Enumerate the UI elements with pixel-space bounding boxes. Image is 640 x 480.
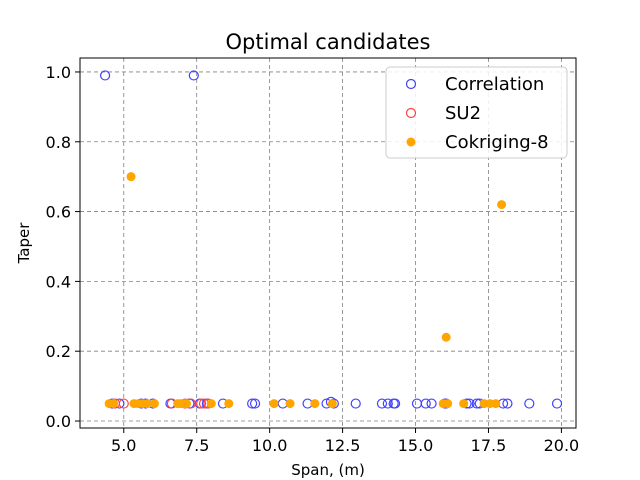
- legend-label-correlation: Correlation: [445, 74, 544, 95]
- x-tick-label: 12.5: [325, 436, 361, 455]
- data-point-correlation: [350, 398, 361, 409]
- data-point-cokriging-8: [269, 399, 279, 409]
- y-tick-label: 0.6: [46, 203, 71, 222]
- y-axis-label: Taper: [15, 222, 33, 265]
- data-point-correlation: [247, 398, 258, 409]
- data-point-correlation: [390, 398, 401, 409]
- data-point-correlation: [524, 398, 535, 409]
- data-point-correlation: [188, 70, 199, 81]
- y-axis-ticks: 0.0 0.2 0.4 0.6 0.8 1.0: [46, 63, 80, 431]
- y-tick-label: 0.8: [46, 133, 71, 152]
- grid-lines: [80, 58, 576, 428]
- chart-title: Optimal candidates: [226, 30, 431, 54]
- data-point-cokriging-8: [459, 399, 469, 409]
- data-point-correlation: [376, 398, 388, 409]
- data-point-correlation: [426, 398, 437, 409]
- data-point-correlation: [420, 398, 431, 409]
- x-tick-label: 20.0: [544, 436, 580, 455]
- data-point-cokriging-8: [310, 399, 320, 409]
- y-tick-label: 0.4: [46, 272, 71, 291]
- legend: Correlation SU2 Cokriging-8: [385, 66, 568, 159]
- x-tick-label: 10.0: [252, 436, 288, 455]
- data-point-cokriging-8: [142, 399, 152, 409]
- legend-marker-cokriging-8: [406, 137, 416, 147]
- data-point-cokriging-8: [224, 399, 234, 409]
- y-tick-label: 0.0: [46, 412, 71, 431]
- x-tick-label: 17.5: [471, 436, 507, 455]
- y-tick-label: 1.0: [46, 63, 71, 82]
- x-tick-label: 15.0: [398, 436, 434, 455]
- data-point-correlation: [382, 398, 393, 409]
- legend-marker-su2: [405, 107, 417, 119]
- data-point-correlation: [99, 70, 111, 81]
- legend-label-cokriging-8: Cokriging-8: [445, 132, 549, 153]
- data-point-cokriging-8: [441, 332, 451, 342]
- legend-marker-correlation: [405, 78, 417, 90]
- legend-label-su2: SU2: [445, 103, 481, 124]
- legend-box: [385, 66, 568, 159]
- x-tick-label: 7.5: [184, 436, 209, 455]
- data-point-cokriging-8: [443, 399, 453, 409]
- data-point-correlation: [249, 398, 261, 409]
- data-point-su2: [195, 398, 207, 409]
- y-tick-label: 0.2: [46, 342, 71, 361]
- data-point-cokriging-8: [181, 399, 191, 409]
- x-axis-ticks: 5.0 7.5 10.0 12.5 15.0 17.5 20.0: [111, 428, 579, 455]
- data-point-cokriging-8: [126, 172, 136, 182]
- data-point-cokriging-8: [109, 399, 119, 409]
- data-point-cokriging-8: [206, 399, 216, 409]
- data-point-correlation: [551, 398, 563, 409]
- data-point-cokriging-8: [149, 399, 159, 409]
- data-point-cokriging-8: [285, 399, 295, 409]
- plot-points: [99, 70, 563, 409]
- data-point-cokriging-8: [491, 399, 501, 409]
- axes-frame: [79, 57, 577, 429]
- x-axis-label: Span, (m): [291, 461, 365, 479]
- data-point-correlation: [502, 398, 513, 409]
- x-tick-label: 5.0: [111, 436, 136, 455]
- data-point-cokriging-8: [327, 399, 337, 409]
- data-point-cokriging-8: [497, 200, 507, 210]
- data-point-su2: [118, 398, 129, 409]
